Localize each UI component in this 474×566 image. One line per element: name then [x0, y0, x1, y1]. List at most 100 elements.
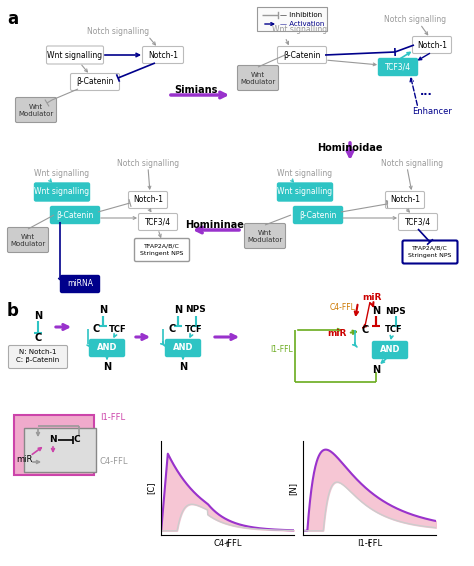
- Text: N: N: [179, 362, 187, 372]
- Text: AND: AND: [380, 345, 400, 354]
- Text: AND: AND: [173, 344, 193, 353]
- Text: Notch-1: Notch-1: [148, 50, 178, 59]
- Text: C4-FFL: C4-FFL: [330, 303, 356, 312]
- Text: N: N: [49, 435, 57, 444]
- Text: N: N: [34, 311, 42, 321]
- FancyBboxPatch shape: [9, 345, 67, 368]
- Text: Wnt signalling: Wnt signalling: [277, 169, 333, 178]
- Text: Wnt signalling: Wnt signalling: [35, 187, 90, 196]
- Text: a: a: [7, 10, 18, 28]
- Y-axis label: [N]: [N]: [289, 482, 298, 495]
- Text: Notch-1: Notch-1: [133, 195, 163, 204]
- Text: Wnt signalling: Wnt signalling: [277, 187, 333, 196]
- Text: C4-FFL: C4-FFL: [213, 539, 242, 548]
- Text: TCF: TCF: [185, 324, 203, 333]
- Bar: [24, 428, 96, 472]
- Text: AND: AND: [97, 344, 117, 353]
- FancyBboxPatch shape: [379, 58, 418, 75]
- FancyBboxPatch shape: [293, 207, 343, 224]
- Text: Hominoidae: Hominoidae: [317, 143, 383, 153]
- Text: — Activation: — Activation: [280, 21, 324, 27]
- Text: miRNA: miRNA: [67, 280, 93, 289]
- Text: N: N: [372, 365, 380, 375]
- Text: — Inhibition: — Inhibition: [280, 12, 322, 18]
- FancyBboxPatch shape: [128, 191, 167, 208]
- Text: NPS: NPS: [186, 306, 206, 315]
- Text: Enhancer: Enhancer: [412, 108, 452, 117]
- Text: Wnt: Wnt: [29, 104, 43, 110]
- Text: Notch-1: Notch-1: [417, 41, 447, 49]
- Text: I1-FFL: I1-FFL: [357, 539, 383, 548]
- Text: TFAP2A/B/C: TFAP2A/B/C: [412, 246, 448, 251]
- Text: N: N: [99, 305, 107, 315]
- Text: Wnt signalling: Wnt signalling: [47, 50, 102, 59]
- Text: miR: miR: [362, 294, 382, 302]
- FancyBboxPatch shape: [71, 74, 119, 91]
- FancyBboxPatch shape: [277, 46, 327, 63]
- FancyBboxPatch shape: [402, 241, 457, 264]
- Text: β-Catenin: β-Catenin: [76, 78, 114, 87]
- Text: N: N: [103, 362, 111, 372]
- Text: Modulator: Modulator: [10, 241, 46, 247]
- FancyBboxPatch shape: [412, 36, 452, 54]
- FancyBboxPatch shape: [8, 228, 48, 252]
- Text: Stringent NPS: Stringent NPS: [408, 252, 452, 258]
- FancyBboxPatch shape: [399, 213, 438, 230]
- Text: I1-FFL: I1-FFL: [270, 345, 293, 354]
- Text: Stringent NPS: Stringent NPS: [140, 251, 184, 255]
- Text: I1-FFL: I1-FFL: [100, 413, 125, 422]
- FancyBboxPatch shape: [245, 224, 285, 248]
- Text: Notch signalling: Notch signalling: [87, 28, 149, 36]
- Text: Modulator: Modulator: [18, 111, 54, 117]
- Text: C: C: [73, 435, 80, 444]
- Text: N: N: [372, 306, 380, 316]
- FancyBboxPatch shape: [16, 97, 56, 122]
- Text: C: C: [168, 324, 176, 334]
- Text: TCF: TCF: [385, 325, 403, 335]
- Y-axis label: [C]: [C]: [146, 482, 155, 495]
- X-axis label: t: t: [368, 541, 371, 550]
- FancyBboxPatch shape: [61, 276, 100, 293]
- Text: Modulator: Modulator: [240, 79, 275, 85]
- Text: Notch signalling: Notch signalling: [381, 158, 443, 168]
- Text: TFAP2A/B/C: TFAP2A/B/C: [144, 243, 180, 248]
- Text: Wnt: Wnt: [258, 230, 272, 236]
- Text: miR: miR: [328, 328, 346, 337]
- FancyBboxPatch shape: [143, 46, 183, 63]
- FancyBboxPatch shape: [51, 207, 100, 224]
- Text: Modulator: Modulator: [247, 237, 283, 243]
- FancyBboxPatch shape: [46, 46, 103, 64]
- Text: Notch signalling: Notch signalling: [117, 158, 179, 168]
- Text: Homininae: Homininae: [185, 220, 245, 230]
- Text: Simians: Simians: [174, 85, 218, 95]
- Text: b: b: [7, 302, 19, 320]
- Text: N: N: [174, 305, 182, 315]
- FancyBboxPatch shape: [35, 183, 90, 201]
- FancyBboxPatch shape: [385, 191, 425, 208]
- Text: miR: miR: [16, 456, 32, 465]
- Text: N: Notch-1: N: Notch-1: [19, 349, 57, 355]
- Text: C: C: [35, 333, 42, 343]
- Text: ...: ...: [419, 87, 432, 97]
- Text: Wnt signalling: Wnt signalling: [273, 25, 328, 35]
- Text: TCF3/4: TCF3/4: [405, 217, 431, 226]
- FancyBboxPatch shape: [237, 66, 279, 91]
- Text: Wnt: Wnt: [21, 234, 35, 240]
- Text: TCF3/4: TCF3/4: [385, 62, 411, 71]
- FancyBboxPatch shape: [135, 238, 190, 261]
- Text: Wnt: Wnt: [251, 72, 265, 78]
- Bar: [14, 415, 94, 475]
- Text: TCF: TCF: [109, 324, 127, 333]
- Text: C: C: [92, 324, 100, 334]
- Text: β-Catenin: β-Catenin: [56, 211, 94, 220]
- Text: β-Catenin: β-Catenin: [299, 211, 337, 220]
- Text: C: C: [361, 325, 369, 335]
- Text: Notch signalling: Notch signalling: [384, 15, 446, 24]
- FancyBboxPatch shape: [165, 340, 201, 357]
- Text: TCF3/4: TCF3/4: [145, 217, 171, 226]
- FancyBboxPatch shape: [138, 213, 177, 230]
- Bar: [257, 7, 327, 31]
- Text: NPS: NPS: [386, 307, 406, 315]
- Text: C: β-Catenin: C: β-Catenin: [17, 357, 60, 363]
- FancyBboxPatch shape: [277, 183, 332, 201]
